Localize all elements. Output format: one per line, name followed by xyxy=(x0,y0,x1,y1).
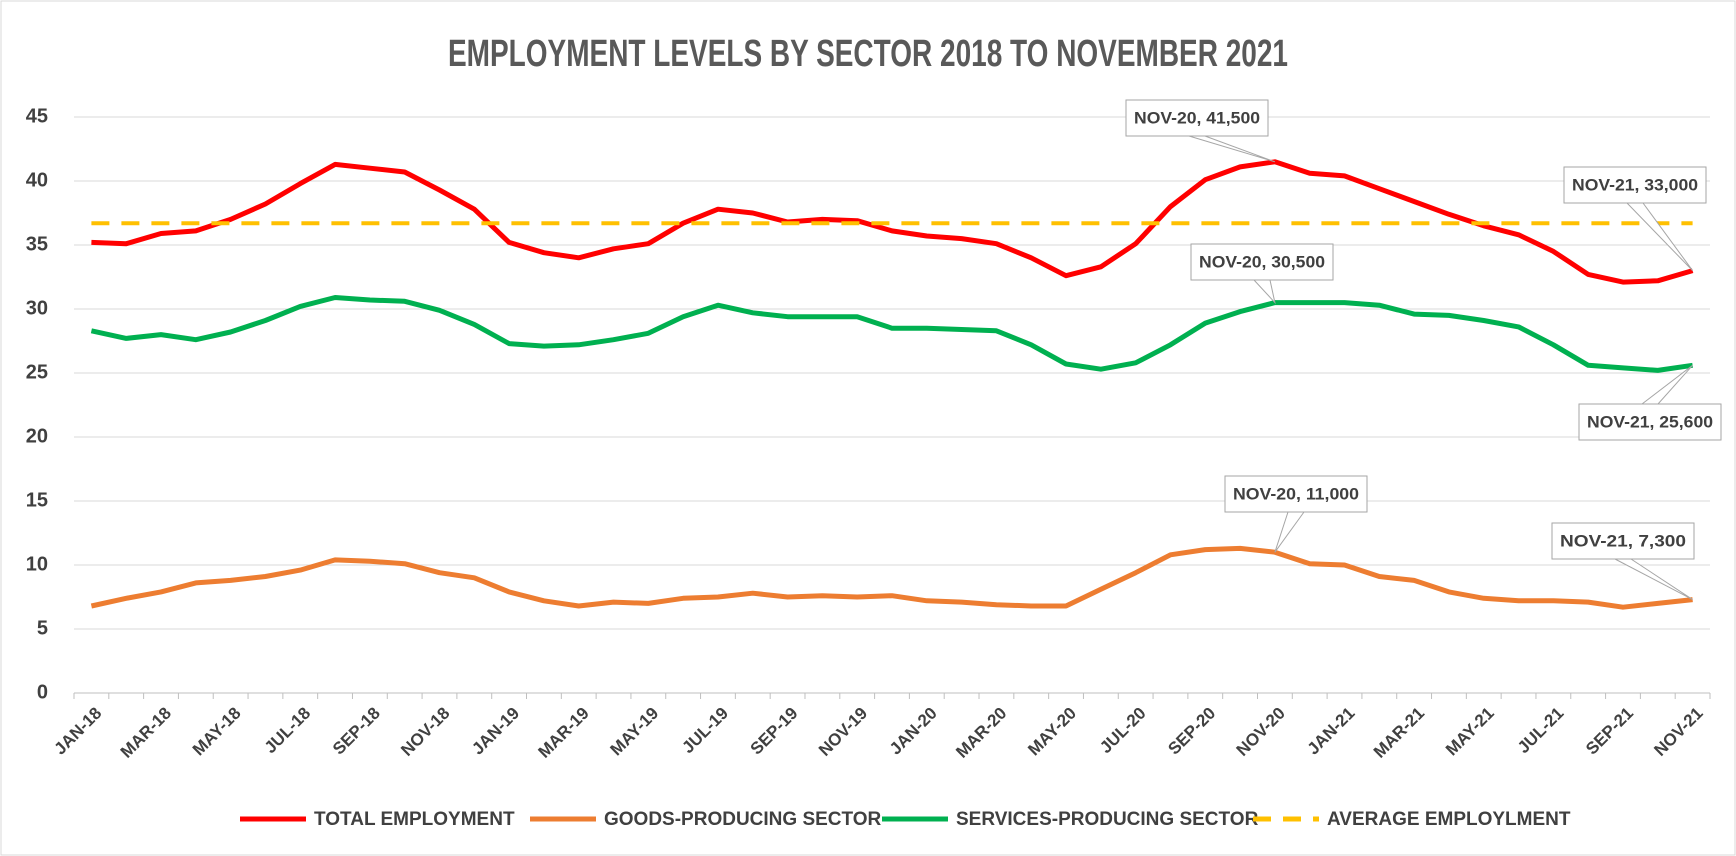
annotation: NOV-20, 11,000 xyxy=(1224,475,1368,553)
annotation: NOV-20, 41,500 xyxy=(1125,99,1276,163)
y-tick-label: 20 xyxy=(26,425,48,447)
annotation-box xyxy=(1224,475,1368,513)
legend-label: TOTAL EMPLOYMENT xyxy=(314,809,515,830)
y-tick-label: 30 xyxy=(26,297,48,319)
annotation: NOV-21, 25,600 xyxy=(1578,364,1722,441)
y-tick-label: 15 xyxy=(26,489,48,511)
legend-label: GOODS-PRODUCING SECTOR xyxy=(604,809,882,830)
y-tick-label: 40 xyxy=(26,169,48,191)
series-line xyxy=(90,295,1693,373)
series-line xyxy=(91,159,1694,285)
y-tick-label: 45 xyxy=(26,105,48,127)
annotation-text: NOV-20, 11,000 xyxy=(1233,484,1359,503)
legend-label: AVERAGE EMPLOYLMENT xyxy=(1327,809,1571,830)
annotation-leader xyxy=(1641,364,1693,405)
annotation-text: NOV-21, 7,300 xyxy=(1560,531,1686,550)
y-tick-label: 35 xyxy=(26,233,48,255)
annotation-text: NOV-20, 30,500 xyxy=(1199,252,1325,271)
y-tick-label: 10 xyxy=(26,553,48,575)
chart-title: EMPLOYMENT LEVELS BY SECTOR 2018 TO NOVE… xyxy=(448,33,1288,75)
annotation-box xyxy=(1578,403,1722,441)
annotation-leader xyxy=(1626,202,1694,271)
y-tick-label: 0 xyxy=(37,681,48,703)
annotation: NOV-21, 7,300 xyxy=(1551,522,1695,601)
legend-label: SERVICES-PRODUCING SECTOR xyxy=(956,809,1259,830)
y-tick-label: 25 xyxy=(26,361,48,383)
annotation-text: NOV-21, 25,600 xyxy=(1587,412,1713,431)
annotation: NOV-21, 33,000 xyxy=(1563,166,1707,271)
annotation: NOV-20, 30,500 xyxy=(1190,243,1334,305)
annotation-leader xyxy=(1274,511,1305,553)
annotation-leader xyxy=(1614,558,1693,601)
annotation-leader xyxy=(1188,135,1276,163)
y-tick-label: 5 xyxy=(37,617,48,639)
annotation-leader xyxy=(1253,279,1276,305)
annotation-box xyxy=(1190,243,1334,281)
annotation-box xyxy=(1125,99,1269,137)
annotation-box xyxy=(1563,166,1707,204)
series-line xyxy=(90,545,1693,610)
annotation-text: NOV-20, 41,500 xyxy=(1134,108,1260,127)
annotation-text: NOV-21, 33,000 xyxy=(1572,175,1698,194)
annotation-box xyxy=(1551,522,1695,560)
